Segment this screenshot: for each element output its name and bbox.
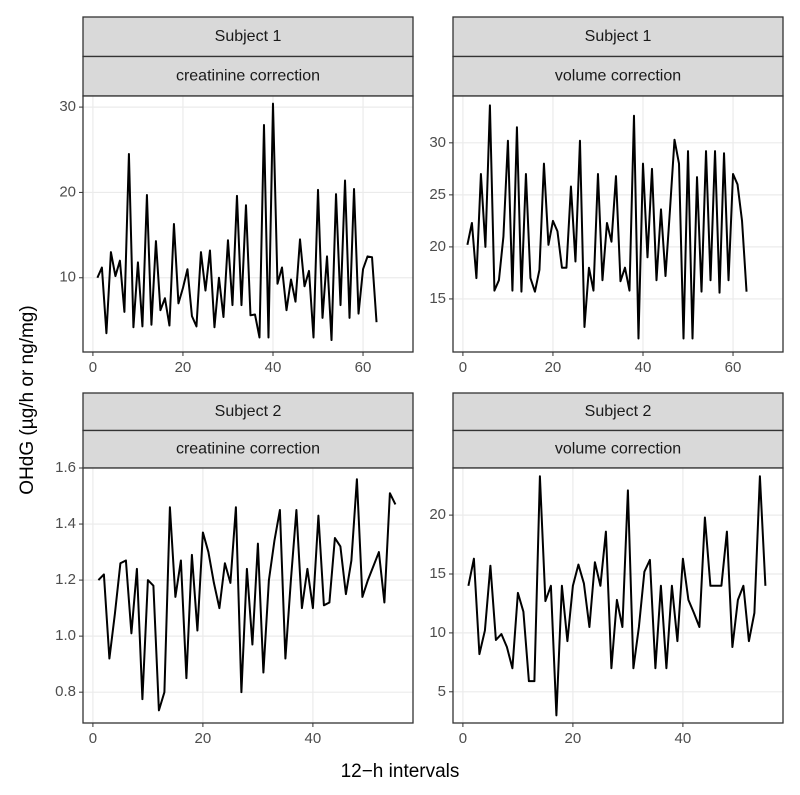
- panel-border: [82, 467, 414, 724]
- x-tick-label: 0: [89, 359, 97, 376]
- strip-label: Subject 1: [215, 28, 282, 45]
- x-tick-label: 0: [89, 730, 97, 747]
- strip: [452, 429, 784, 469]
- y-tick-label: 1.6: [55, 459, 76, 476]
- x-tick-label: 0: [459, 730, 467, 747]
- data-line: [466, 104, 748, 340]
- strip: [82, 392, 414, 432]
- strip-label: Subject 2: [215, 403, 282, 420]
- strip-label: Subject 1: [585, 28, 652, 45]
- y-tick-label: 20: [429, 238, 446, 255]
- strip: [82, 16, 414, 58]
- y-tick-label: 20: [59, 183, 76, 200]
- strip-label: creatinine correction: [176, 67, 320, 84]
- x-tick-label: 60: [725, 359, 742, 376]
- y-tick-label: 1.4: [55, 515, 76, 532]
- panel-border: [452, 95, 784, 353]
- y-axis-title: OHdG (µg/h or ng/mg): [17, 305, 38, 494]
- y-tick-label: 1.0: [55, 627, 76, 644]
- strip-label: creatinine correction: [176, 440, 320, 457]
- strip: [452, 392, 784, 432]
- y-tick-label: 25: [429, 186, 446, 203]
- strip-label: volume correction: [555, 440, 681, 457]
- y-tick-label: 10: [429, 624, 446, 641]
- x-tick-label: 0: [459, 359, 467, 376]
- strip: [82, 429, 414, 469]
- y-tick-label: 20: [429, 506, 446, 523]
- x-tick-label: 20: [565, 730, 582, 747]
- y-tick-label: 30: [59, 98, 76, 115]
- y-tick-label: 5: [438, 683, 446, 700]
- strip-label: volume correction: [555, 67, 681, 84]
- data-line: [96, 102, 378, 342]
- y-tick-label: 10: [59, 269, 76, 286]
- strip: [452, 16, 784, 58]
- panel: [453, 468, 783, 723]
- x-tick-label: 20: [545, 359, 562, 376]
- data-line: [97, 478, 397, 712]
- x-tick-label: 60: [355, 359, 372, 376]
- x-tick-label: 20: [195, 730, 212, 747]
- data-line: [467, 475, 767, 717]
- x-tick-label: 40: [305, 730, 322, 747]
- y-tick-label: 30: [429, 134, 446, 151]
- panel-border: [82, 95, 414, 353]
- x-axis-title: 12−h intervals: [341, 761, 460, 782]
- x-tick-label: 20: [175, 359, 192, 376]
- x-tick-label: 40: [675, 730, 692, 747]
- strip-label: Subject 2: [585, 403, 652, 420]
- y-tick-label: 15: [429, 565, 446, 582]
- y-tick-label: 0.8: [55, 683, 76, 700]
- strip: [82, 55, 414, 97]
- panel-border: [452, 467, 784, 724]
- x-tick-label: 40: [265, 359, 282, 376]
- x-tick-label: 40: [635, 359, 652, 376]
- y-tick-label: 1.2: [55, 571, 76, 588]
- y-tick-label: 15: [429, 290, 446, 307]
